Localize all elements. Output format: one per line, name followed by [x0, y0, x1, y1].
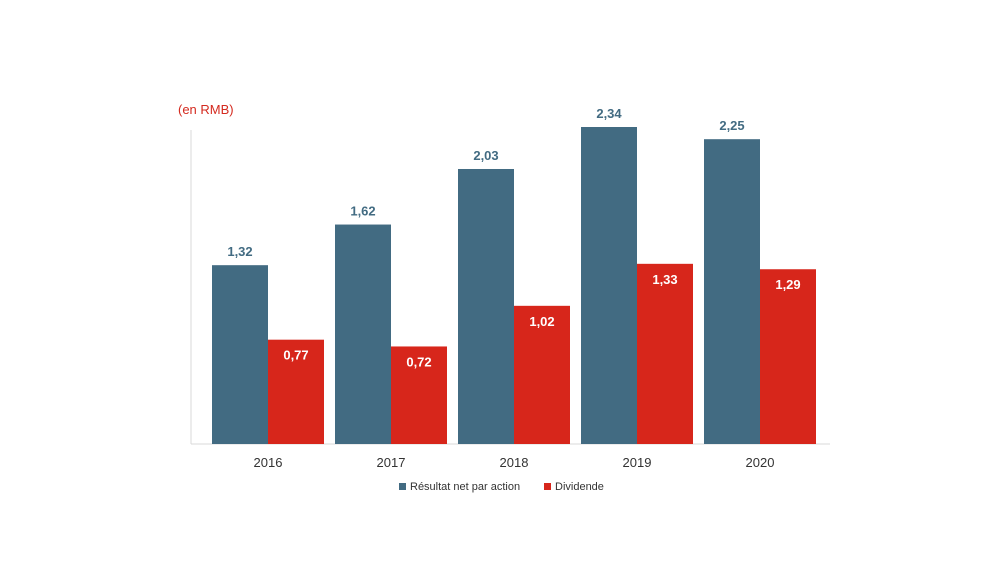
legend-label-resultat: Résultat net par action [410, 481, 520, 493]
bar-dividende-2019 [637, 263, 693, 444]
labels-group: 1,32 0,77 1,62 0,72 2,03 1,02 2,34 1,33 2,25 1,29 [227, 106, 800, 369]
bar-dividende-2018 [514, 305, 570, 444]
bar-dividende-2017 [391, 346, 447, 444]
value-label-resultat-2017: 1,62 [350, 204, 375, 219]
value-label-resultat-2018: 2,03 [473, 148, 498, 163]
bar-resultat-2018 [458, 168, 514, 444]
x-ticks-group: 2016 2017 2018 2019 2020 [254, 455, 775, 470]
value-label-dividende-2018: 1,02 [529, 314, 554, 329]
value-label-dividende-2019: 1,33 [652, 272, 677, 287]
bar-dividende-2016 [268, 339, 324, 444]
value-label-dividende-2016: 0,77 [283, 348, 308, 363]
bar-resultat-2017 [335, 224, 391, 444]
value-label-resultat-2016: 1,32 [227, 244, 252, 259]
x-tick-label-2020: 2020 [746, 455, 775, 470]
value-label-resultat-2019: 2,34 [596, 106, 622, 121]
x-tick-label-2016: 2016 [254, 455, 283, 470]
bar-dividende-2020 [760, 269, 816, 444]
value-label-dividende-2017: 0,72 [406, 354, 431, 369]
x-tick-label-2017: 2017 [377, 455, 406, 470]
legend-label-dividende: Dividende [555, 481, 604, 493]
bar-resultat-2019 [581, 127, 637, 444]
x-tick-label-2018: 2018 [500, 455, 529, 470]
x-tick-label-2019: 2019 [623, 455, 652, 470]
value-label-dividende-2020: 1,29 [775, 277, 800, 292]
legend: Résultat net par action Dividende [399, 481, 604, 493]
legend-swatch-resultat [399, 483, 406, 490]
legend-swatch-dividende [544, 483, 551, 490]
bar-resultat-2016 [212, 265, 268, 444]
bar-resultat-2020 [704, 139, 760, 444]
value-label-resultat-2020: 2,25 [719, 118, 744, 133]
bars-group [212, 127, 816, 444]
y-unit-label: (en RMB) [178, 102, 234, 117]
